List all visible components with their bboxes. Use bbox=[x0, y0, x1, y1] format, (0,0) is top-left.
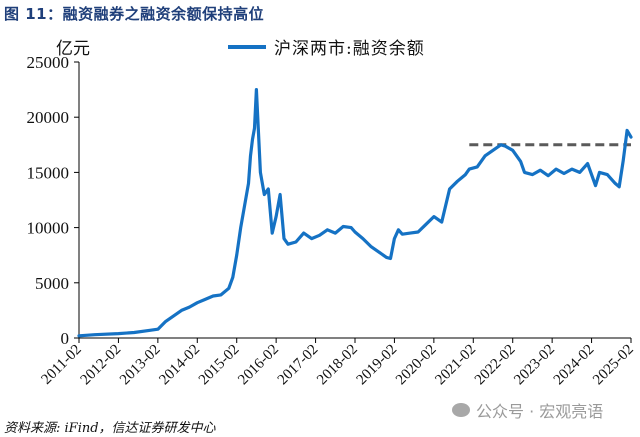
svg-text:2021-02: 2021-02 bbox=[432, 342, 479, 389]
legend-swatch bbox=[228, 44, 266, 49]
svg-text:10000: 10000 bbox=[27, 219, 70, 238]
svg-text:20000: 20000 bbox=[27, 108, 70, 127]
watermark-text: 公众号 · 宏观亮语 bbox=[476, 402, 604, 421]
y-axis-unit-label: 亿元 bbox=[56, 39, 90, 59]
source-note: 资料来源: iFind，信达证券研发中心 bbox=[4, 421, 216, 436]
svg-text:15000: 15000 bbox=[27, 163, 70, 182]
data-series-line bbox=[77, 87, 633, 338]
svg-text:2015-02: 2015-02 bbox=[196, 342, 243, 389]
svg-text:2019-02: 2019-02 bbox=[354, 342, 401, 389]
svg-text:2011-02: 2011-02 bbox=[39, 342, 85, 388]
wechat-icon bbox=[452, 403, 470, 417]
figure-title: 图 11：融资融券之融资余额保持高位 bbox=[4, 5, 265, 23]
svg-text:2017-02: 2017-02 bbox=[275, 342, 322, 389]
svg-text:5000: 5000 bbox=[35, 274, 69, 293]
svg-text:2012-02: 2012-02 bbox=[78, 342, 125, 389]
svg-text:2014-02: 2014-02 bbox=[156, 342, 203, 389]
x-axis: 2011-022012-022013-022014-022015-022016-… bbox=[39, 337, 637, 389]
svg-text:2022-02: 2022-02 bbox=[472, 342, 519, 389]
svg-text:2020-02: 2020-02 bbox=[393, 342, 440, 389]
svg-text:2016-02: 2016-02 bbox=[235, 342, 282, 389]
legend-label: 沪深两市:融资余额 bbox=[274, 39, 425, 59]
svg-text:2023-02: 2023-02 bbox=[511, 342, 558, 389]
svg-text:0: 0 bbox=[61, 329, 70, 348]
svg-text:2024-02: 2024-02 bbox=[551, 342, 598, 389]
svg-text:2025-02: 2025-02 bbox=[590, 342, 637, 389]
y-axis: 0 5000 10000 15000 20000 25000 bbox=[27, 53, 80, 348]
svg-text:2018-02: 2018-02 bbox=[314, 342, 361, 389]
watermark: 公众号 · 宏观亮语 bbox=[452, 398, 603, 422]
svg-text:2013-02: 2013-02 bbox=[117, 342, 164, 389]
svg-text:25000: 25000 bbox=[27, 53, 70, 72]
chart-legend: 沪深两市:融资余额 bbox=[228, 34, 425, 59]
